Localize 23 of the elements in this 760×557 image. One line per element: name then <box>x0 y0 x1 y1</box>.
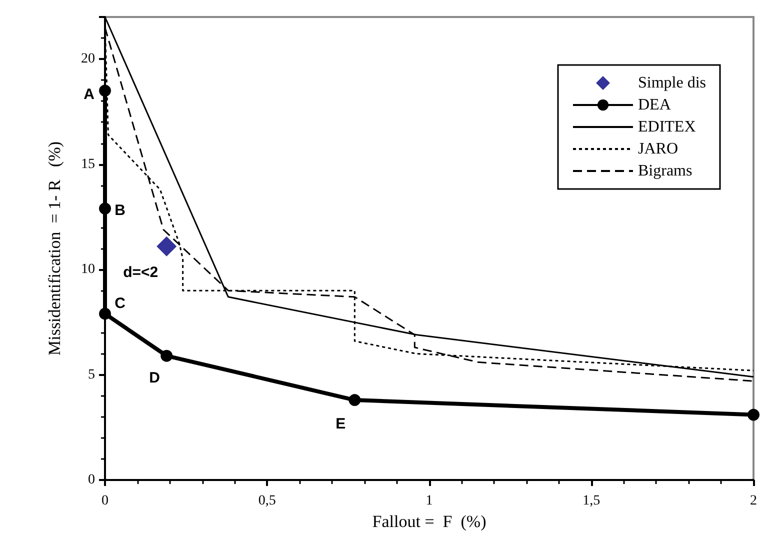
legend-label: Simple dis <box>638 74 706 92</box>
x-tick-label: 0,5 <box>258 494 276 508</box>
y-tick-label: 5 <box>88 367 95 382</box>
x-axis-title: Fallout = F (%) <box>372 512 486 531</box>
y-tick-label: 0 <box>88 472 95 488</box>
legend-label: EDITEX <box>638 118 696 136</box>
y-tick-label: 15 <box>81 156 95 172</box>
y-axis-title: Missidentification = 1- R (%) <box>45 141 64 356</box>
x-tick-label: 0 <box>102 494 108 508</box>
annotation: C <box>114 295 126 312</box>
annotation: D <box>149 369 160 386</box>
x-tick-label: 2 <box>750 494 757 508</box>
annotation: A <box>84 86 95 104</box>
y-tick-label: 20 <box>81 52 95 67</box>
legend-label: DEA <box>638 96 672 114</box>
annotation: E <box>336 416 346 433</box>
x-tick-label: 1,5 <box>582 494 600 508</box>
annotation: d=<2 <box>123 264 158 281</box>
legend-label: JARO <box>638 140 678 158</box>
annotation: B <box>114 202 126 220</box>
legend-label: Bigrams <box>638 162 692 180</box>
x-tick-label: 1 <box>426 494 433 508</box>
y-tick-label: 10 <box>81 262 95 278</box>
